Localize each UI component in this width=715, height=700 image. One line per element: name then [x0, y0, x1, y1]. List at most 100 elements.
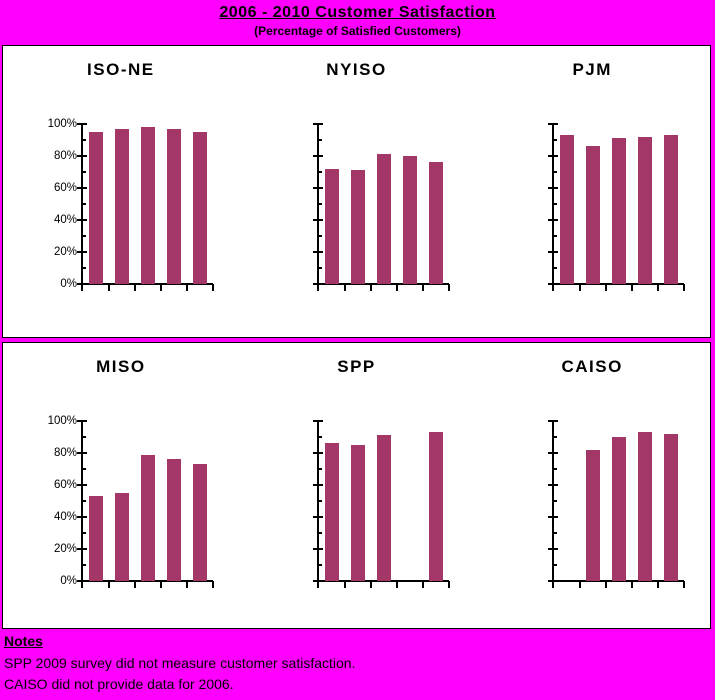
y-axis-major-tick: [548, 155, 559, 157]
y-tick-label: 100%: [47, 118, 77, 130]
y-axis-minor-tick: [81, 532, 86, 534]
y-axis-major-tick: [548, 580, 559, 582]
y-axis-minor-tick: [316, 564, 322, 566]
notes-heading: Notes: [4, 633, 43, 649]
x-axis-tick: [369, 581, 372, 588]
y-tick-label: 20%: [53, 543, 77, 555]
y-axis-line: [81, 421, 83, 588]
x-axis-tick: [134, 284, 136, 291]
chart-plot-miso: 0% 20% 40% 60% 80% 100%: [48, 415, 214, 588]
y-axis-minor-tick: [81, 267, 86, 269]
x-axis-tick: [160, 284, 162, 291]
y-axis-major-tick: [312, 484, 323, 486]
bar: [428, 162, 443, 284]
chart-iso-ne: ISO-NE 0% 20% 40% 60% 80% 100%: [3, 46, 239, 337]
bar: [612, 138, 627, 284]
bar: [376, 435, 391, 581]
y-axis-major-tick: [77, 452, 87, 454]
x-axis-tick: [631, 581, 634, 588]
bar: [376, 154, 391, 284]
chart-plot-iso-ne: 0% 20% 40% 60% 80% 100%: [48, 118, 214, 291]
bar: [167, 128, 181, 284]
chart-plot-caiso: [548, 420, 686, 588]
y-axis-major-tick: [312, 187, 323, 189]
chart-nyiso: NYISO: [239, 46, 475, 337]
y-axis-minor-tick: [81, 500, 86, 502]
chart-title-pjm: PJM: [572, 60, 612, 79]
x-axis-tick: [447, 284, 450, 291]
y-axis-minor-tick: [552, 203, 558, 205]
y-axis-major-tick: [312, 580, 323, 582]
bar: [560, 135, 575, 284]
y-axis-minor-tick: [552, 564, 558, 566]
y-axis-major-tick: [77, 484, 87, 486]
y-axis-major-tick: [312, 283, 323, 285]
x-axis-line: [312, 283, 449, 285]
y-axis-major-tick: [548, 452, 559, 454]
y-axis-major-tick: [312, 420, 323, 422]
y-axis-minor-tick: [552, 171, 558, 173]
x-axis-tick: [395, 284, 398, 291]
y-axis-minor-tick: [552, 468, 558, 470]
bar: [193, 132, 207, 284]
bar: [167, 459, 181, 581]
y-axis-minor-tick: [552, 235, 558, 237]
y-tick-label: 0%: [60, 575, 77, 587]
y-axis-minor-tick: [552, 500, 558, 502]
y-axis-major-tick: [77, 516, 87, 518]
x-axis-tick: [657, 284, 660, 291]
charts-panel-bottom: MISO 0% 20% 40% 60% 80% 100% SPP CAISO: [2, 342, 711, 629]
bar: [324, 168, 339, 284]
y-axis-major-tick: [77, 420, 87, 422]
y-axis-major-tick: [312, 219, 323, 221]
y-tick-label: 40%: [53, 214, 77, 226]
x-axis-line: [77, 580, 213, 582]
report-header: 2006 - 2010 Customer Satisfaction (Perce…: [0, 0, 715, 44]
y-axis-major-tick: [77, 251, 87, 253]
chart-miso: MISO 0% 20% 40% 60% 80% 100%: [3, 343, 239, 628]
y-axis-minor-tick: [316, 139, 322, 141]
x-axis-tick: [212, 284, 214, 291]
y-axis-major-tick: [548, 283, 559, 285]
y-axis-major-tick: [312, 123, 323, 125]
y-axis-minor-tick: [316, 235, 322, 237]
chart-title-spp: SPP: [337, 357, 376, 376]
report-subtitle: (Percentage of Satisfied Customers): [254, 24, 461, 38]
x-axis-tick: [447, 581, 450, 588]
x-axis-line: [548, 283, 685, 285]
bar: [89, 132, 103, 284]
y-axis-minor-tick: [81, 171, 86, 173]
y-axis-minor-tick: [316, 532, 322, 534]
bar: [115, 493, 129, 581]
x-axis-tick: [579, 581, 582, 588]
chart-plot-spp: [312, 420, 450, 588]
y-axis-minor-tick: [316, 267, 322, 269]
x-axis-tick: [631, 284, 634, 291]
y-axis-major-tick: [548, 251, 559, 253]
bar: [402, 156, 417, 284]
bar: [324, 443, 339, 581]
chart-plot-nyiso: [312, 123, 450, 291]
bar: [586, 449, 601, 581]
y-axis-line: [552, 421, 555, 588]
y-axis-line: [81, 124, 83, 291]
y-axis-major-tick: [77, 187, 87, 189]
chart-title-iso-ne: ISO-NE: [87, 60, 155, 79]
notes-section: Notes SPP 2009 survey did not measure cu…: [4, 633, 711, 697]
x-axis-line: [77, 283, 213, 285]
x-axis-tick: [186, 284, 188, 291]
bar: [141, 454, 155, 581]
x-axis-tick: [657, 581, 660, 588]
y-axis-minor-tick: [81, 203, 86, 205]
x-axis-tick: [343, 581, 346, 588]
y-tick-label: 60%: [53, 182, 77, 194]
y-axis-minor-tick: [552, 436, 558, 438]
x-axis-tick: [395, 581, 398, 588]
x-axis-tick: [108, 581, 110, 588]
chart-caiso: CAISO: [474, 343, 710, 628]
x-axis-tick: [579, 284, 582, 291]
y-tick-label: 80%: [53, 150, 77, 162]
bar: [612, 437, 627, 581]
y-axis-minor-tick: [316, 171, 322, 173]
y-axis-minor-tick: [81, 436, 86, 438]
